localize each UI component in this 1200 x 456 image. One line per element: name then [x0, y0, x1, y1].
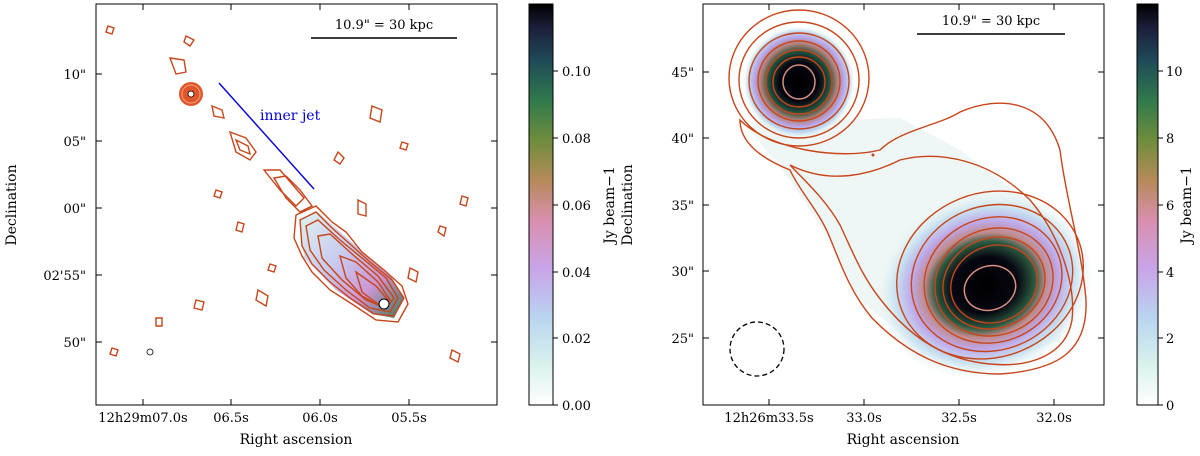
colorbar-tick-label: 8	[1166, 132, 1174, 147]
scale-bar-label-right: 10.9" = 30 kpc	[942, 14, 1040, 29]
x-ticks-right	[768, 4, 1055, 405]
x-tick-label: 32.0s	[1036, 411, 1072, 426]
y-tick-label: 30"	[671, 265, 694, 280]
y-axis-label-right-panel: Declination	[620, 164, 636, 245]
colorbar-tick-label: 10	[1166, 65, 1183, 80]
y-tick-label: 00"	[63, 202, 86, 217]
colorbar-label-left: Jy beam−1	[602, 166, 618, 245]
x-tick-label: 05.5s	[391, 411, 427, 426]
colorbar-ticks-left	[553, 70, 558, 406]
x-tick-label: 06.0s	[302, 411, 338, 426]
y-tick-label: 40"	[671, 132, 694, 147]
panel-right: 10.9" = 30 kpc 12h26m33.5s 33.0s 32.5s 3…	[671, 3, 1195, 448]
colorbar-right	[1136, 3, 1159, 406]
colorbar-tick-label: 0	[1166, 399, 1174, 414]
y-ticks-left	[96, 73, 497, 343]
y-ticks-right	[703, 71, 1104, 339]
colorbar-tick-label: 0.02	[562, 332, 591, 347]
colorbar-tick-label: 0.06	[562, 199, 591, 214]
panel-left: inner jet 10.9" = 30 kpc 12h29m07.0s 06.…	[4, 3, 636, 448]
y-tick-label: 05"	[63, 135, 86, 150]
radio-image-left	[105, 25, 469, 364]
colorbar-tick-label: 2	[1166, 332, 1174, 347]
colorbar-tick-label: 0.10	[562, 65, 591, 80]
inner-jet-line	[218, 82, 315, 190]
x-axis-label-left: Right ascension	[240, 432, 353, 448]
y-tick-label: 02'55"	[43, 269, 86, 284]
radio-image-right	[728, 9, 1094, 379]
colorbar-label-right: Jy beam−1	[1179, 166, 1195, 245]
x-tick-label: 33.0s	[846, 411, 882, 426]
colorbar-tick-label: 4	[1166, 266, 1174, 281]
y-tick-label: 25"	[671, 332, 694, 347]
scale-bar-label-left: 10.9" = 30 kpc	[335, 18, 433, 33]
colorbar-tick-label: 0.00	[562, 399, 591, 414]
jet-emission	[300, 212, 404, 318]
y-tick-label: 50"	[63, 336, 86, 351]
x-tick-label: 12h26m33.5s	[724, 411, 813, 426]
colorbar-tick-label: 0.08	[562, 132, 591, 147]
x-tick-label: 12h29m07.0s	[98, 411, 187, 426]
x-tick-label: 32.5s	[941, 411, 977, 426]
colorbar-left	[528, 3, 554, 406]
inner-jet-label: inner jet	[260, 108, 321, 124]
contours-right	[728, 9, 1087, 375]
y-tick-label: 10"	[63, 68, 86, 83]
plot-frame-left	[95, 3, 498, 406]
colorbar-tick-label: 6	[1166, 199, 1174, 214]
y-tick-label: 45"	[671, 66, 694, 81]
y-tick-label: 35"	[671, 199, 694, 214]
colorbar-ticks-right	[1158, 70, 1163, 406]
lower-source-image	[876, 191, 1094, 379]
x-ticks-left	[142, 4, 410, 405]
colorbar-tick-label: 0.04	[562, 266, 591, 281]
plot-area-left	[96, 4, 497, 405]
y-axis-label-left: Declination	[4, 164, 20, 245]
x-axis-label-right: Right ascension	[847, 432, 960, 448]
beam-ellipse	[729, 321, 785, 377]
x-tick-label: 06.5s	[213, 411, 249, 426]
